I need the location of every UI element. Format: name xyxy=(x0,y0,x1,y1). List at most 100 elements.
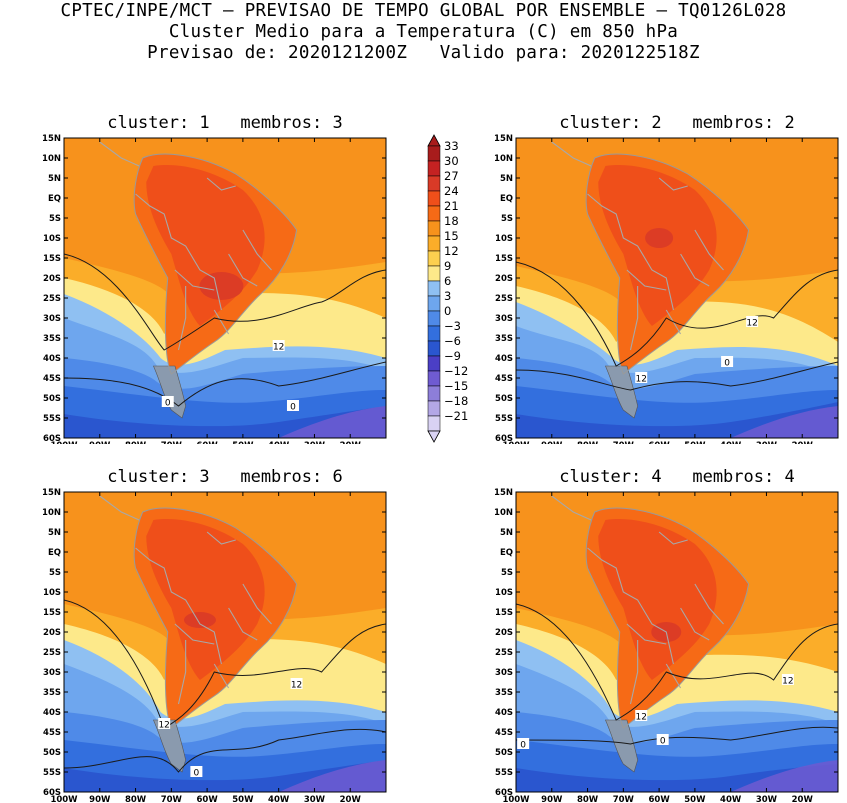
lon-tick-label: 80W xyxy=(125,441,147,444)
lon-tick-label: 20W xyxy=(792,441,814,444)
colorbar-label: 33 xyxy=(444,139,459,153)
lat-tick-label: 25S xyxy=(495,648,513,658)
lat-tick-label: 45S xyxy=(43,374,61,384)
lat-tick-label: 15N xyxy=(494,134,513,144)
lat-tick-label: 35S xyxy=(43,334,61,344)
lat-tick-label: 45S xyxy=(495,374,513,384)
map-frame xyxy=(63,491,387,793)
contour-label-bg xyxy=(517,738,530,749)
lon-tick-label: 40W xyxy=(720,441,742,444)
contour-label-bg xyxy=(656,734,669,745)
lat-tick-label: 15N xyxy=(42,134,61,144)
contour-label-bg xyxy=(635,372,648,383)
contour-label: 0 xyxy=(724,359,730,369)
lat-tick-label: 45S xyxy=(495,728,513,738)
colorbar-label: 18 xyxy=(444,214,459,228)
lat-tick-label: 35S xyxy=(495,688,513,698)
lon-tick-label: 40W xyxy=(268,795,290,803)
lat-tick-label: 25S xyxy=(495,294,513,304)
colorbar-label: −15 xyxy=(444,379,468,393)
lon-tick-label: 50W xyxy=(684,795,706,803)
contour-label: 0 xyxy=(165,399,171,409)
lon-tick-label: 50W xyxy=(684,441,706,444)
colorbar-label: 30 xyxy=(444,154,459,168)
map-panel-cluster-3: 12 12 0 15N 10N 5N EQ 5S 10S 15S 20S 25S 30S 35S 40S 45… xyxy=(42,488,387,803)
colorbar-swatch xyxy=(427,280,441,297)
lat-tick-label: EQ xyxy=(48,194,61,204)
lat-tick-label: 60S xyxy=(43,434,61,444)
map-panel-cluster-4: 12 12 0 0 15N 10N 5N EQ 5S 10S 15S 20S 25S 30S 35S 40S 4… xyxy=(494,488,839,803)
colorbar-swatch xyxy=(427,175,441,192)
lat-tick-label: 20S xyxy=(43,274,61,284)
lat-tick-label: 30S xyxy=(43,314,61,324)
colorbar-swatch xyxy=(427,235,441,252)
lon-tick-label: 20W xyxy=(340,795,362,803)
map-frame xyxy=(515,137,839,439)
colorbar-label: −12 xyxy=(444,364,468,378)
lat-tick-label: 20S xyxy=(495,628,513,638)
contour-label: 12 xyxy=(291,681,302,691)
lat-tick-label: 40S xyxy=(495,708,513,718)
lon-tick-label: 70W xyxy=(613,441,635,444)
lat-tick-label: 5N xyxy=(500,528,513,538)
lat-tick-label: 35S xyxy=(495,334,513,344)
lon-tick-label: 40W xyxy=(720,795,742,803)
lat-tick-label: 25S xyxy=(43,648,61,658)
panel-title-4: cluster: 4 membros: 4 xyxy=(559,467,795,487)
colorbar-label: 27 xyxy=(444,169,459,183)
colorbar-swatch xyxy=(427,415,441,432)
lat-tick-label: 15S xyxy=(495,254,513,264)
lat-tick-label: EQ xyxy=(500,194,513,204)
lat-tick-label: EQ xyxy=(48,548,61,558)
lat-tick-label: 50S xyxy=(495,748,513,758)
lon-tick-label: 70W xyxy=(161,441,183,444)
colorbar-swatch xyxy=(427,370,441,387)
lon-tick-label: 50W xyxy=(232,795,254,803)
colorbar-swatch xyxy=(427,190,441,207)
contour-label: 0 xyxy=(290,403,296,413)
contour-label-bg xyxy=(272,340,285,351)
contour-label-bg xyxy=(721,356,734,367)
lon-tick-label: 100W xyxy=(50,795,78,803)
contour-label: 12 xyxy=(635,713,646,723)
lat-tick-label: 55S xyxy=(43,768,61,778)
lat-tick-label: 15S xyxy=(43,254,61,264)
lat-tick-label: 30S xyxy=(495,314,513,324)
lon-tick-label: 80W xyxy=(125,795,147,803)
contour-label: 12 xyxy=(158,721,169,731)
lon-tick-label: 60W xyxy=(649,441,671,444)
colorbar-label: 0 xyxy=(444,304,451,318)
lat-tick-label: 5N xyxy=(48,174,61,184)
header-line-1: CPTEC/INPE/MCT – PREVISAO DE TEMPO GLOBA… xyxy=(60,1,787,21)
contour-label: 0 xyxy=(520,741,526,751)
lon-tick-label: 90W xyxy=(89,795,111,803)
lon-tick-label: 60W xyxy=(197,441,219,444)
colorbar-label: −18 xyxy=(444,394,468,408)
lat-tick-label: 5S xyxy=(501,214,513,224)
lon-tick-label: 70W xyxy=(161,795,183,803)
contour-label: 12 xyxy=(635,375,646,385)
lat-tick-label: 15S xyxy=(495,608,513,618)
colorbar-swatch xyxy=(427,340,441,357)
lon-tick-label: 30W xyxy=(304,441,326,444)
panel-title-1: cluster: 1 membros: 3 xyxy=(107,113,343,133)
lat-tick-label: 5N xyxy=(500,174,513,184)
lon-tick-label: 60W xyxy=(649,795,671,803)
contour-label: 0 xyxy=(194,769,200,779)
lon-tick-label: 60W xyxy=(197,795,219,803)
lat-tick-label: 5S xyxy=(501,568,513,578)
lat-tick-label: 10N xyxy=(494,154,513,164)
lat-tick-label: 50S xyxy=(43,748,61,758)
lat-tick-label: 40S xyxy=(43,708,61,718)
lat-tick-label: 60S xyxy=(495,788,513,798)
lat-tick-label: 55S xyxy=(495,768,513,778)
colorbar-label: 9 xyxy=(444,259,451,273)
colorbar-swatch xyxy=(427,385,441,402)
lat-tick-label: 5S xyxy=(49,214,61,224)
lat-tick-label: 15N xyxy=(494,488,513,498)
colorbar-label: −9 xyxy=(444,349,461,363)
map-panel-cluster-1: 12 0 0 15N 10N 5N EQ 5S 10S 15S 20S 25S 30S 35S 40S 45S… xyxy=(42,134,387,444)
contour-label-bg xyxy=(190,766,203,777)
colorbar-top-arrow xyxy=(427,134,441,147)
